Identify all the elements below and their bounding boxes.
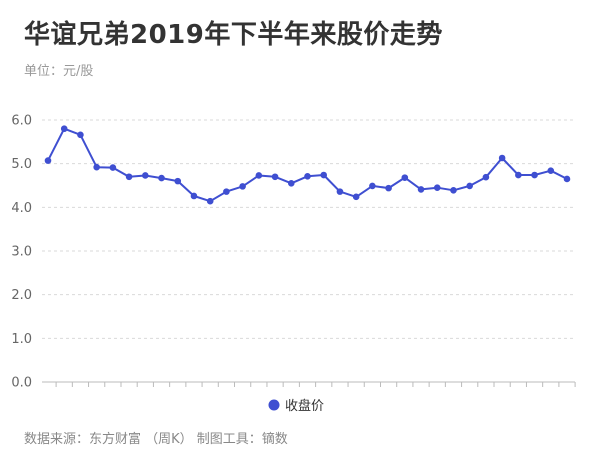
chart-title: 华谊兄弟2019年下半年来股价走势 [24, 20, 443, 50]
data-point [287, 180, 295, 187]
data-point [271, 173, 279, 181]
y-tick-label: 3.0 [11, 245, 32, 260]
y-tick-label: 4.0 [11, 201, 32, 216]
data-point [93, 163, 100, 171]
data-point [109, 164, 117, 171]
legend-marker [268, 399, 280, 411]
y-tick-label: 6.0 [11, 114, 32, 129]
data-point [385, 184, 392, 192]
data-point [401, 174, 409, 181]
y-tick-label: 0.0 [11, 376, 32, 391]
data-point [433, 184, 441, 191]
data-point [190, 192, 198, 200]
data-point [450, 187, 457, 194]
series-line-closing-price [47, 127, 568, 203]
data-point [125, 173, 133, 181]
data-point [482, 173, 490, 181]
data-point [563, 175, 571, 183]
data-point [531, 171, 538, 179]
data-point [466, 182, 473, 190]
data-point [369, 182, 376, 190]
y-tick-label: 2.0 [11, 288, 32, 303]
data-point [223, 188, 230, 195]
data-point [206, 197, 214, 205]
y-tick-label: 5.0 [11, 157, 32, 172]
legend-label: 收盘价 [285, 398, 324, 414]
data-point [336, 188, 344, 195]
data-point [255, 172, 263, 179]
data-point [320, 171, 328, 179]
data-point [515, 171, 522, 179]
data-point [417, 186, 425, 193]
data-point [352, 193, 360, 201]
source-note: 数据来源：东方财富 （周K） 制图工具：镝数 [24, 432, 288, 447]
data-point [60, 125, 68, 133]
data-point [44, 157, 52, 164]
data-point [304, 173, 311, 180]
y-tick-label: 1.0 [11, 332, 32, 347]
data-point [142, 172, 149, 179]
data-point [158, 174, 165, 182]
data-point [498, 154, 506, 162]
data-point [239, 183, 246, 190]
data-point [547, 167, 555, 174]
data-point [77, 131, 84, 139]
data-point [174, 177, 182, 185]
chart-subtitle: 单位：元/股 [24, 64, 94, 79]
